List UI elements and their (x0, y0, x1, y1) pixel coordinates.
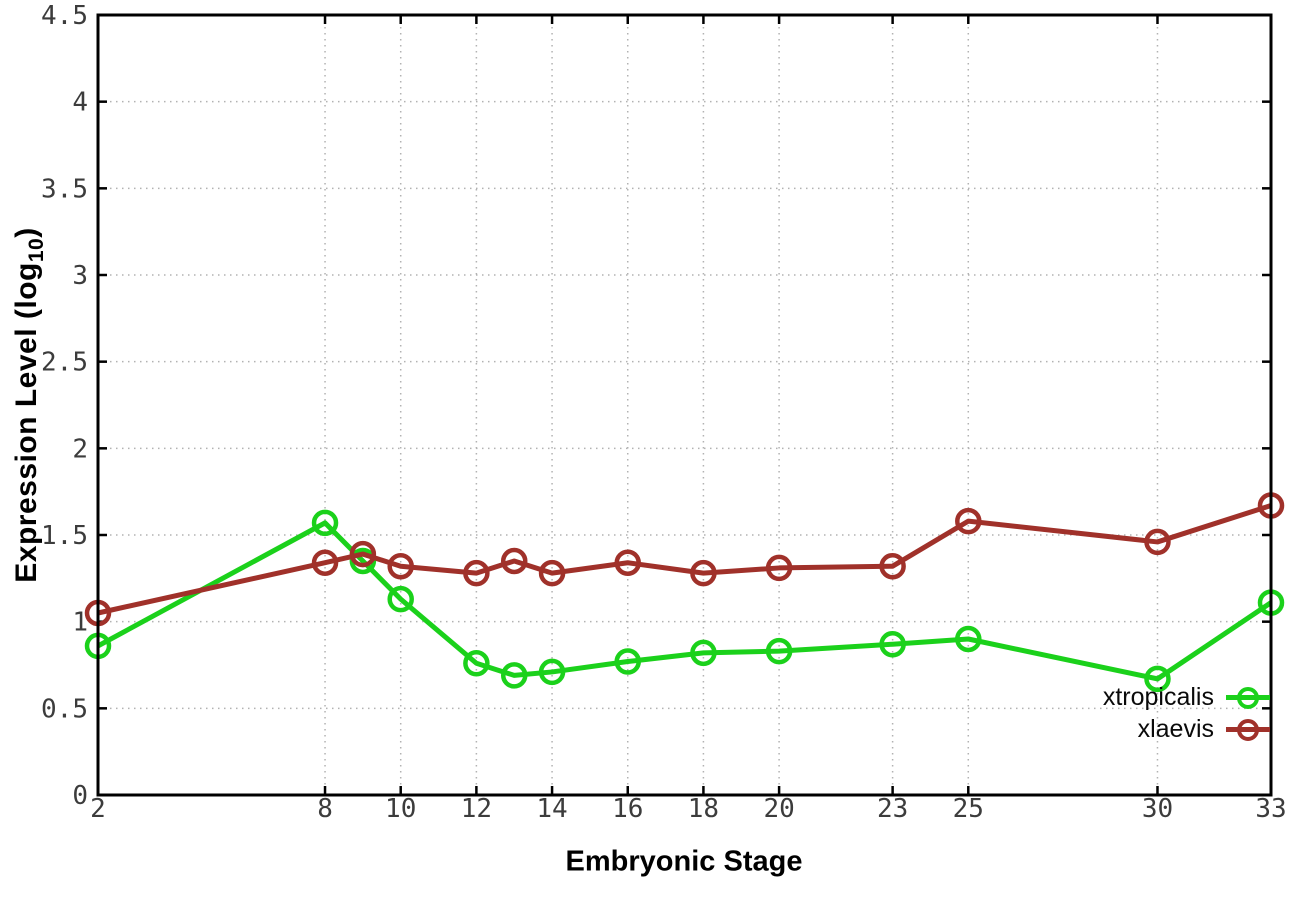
data-point-xlaevis (463, 559, 490, 587)
data-point-xtropicalis (690, 639, 717, 667)
open-circle-marker-icon (1226, 684, 1270, 711)
y-tick-label: 1.5 (41, 521, 88, 551)
x-tick-label: 14 (536, 794, 567, 824)
x-tick-label: 25 (953, 794, 984, 824)
tick-marks (96, 13, 1273, 797)
y-axis-label: Expression Level (log10) (10, 227, 48, 583)
data-point-xtropicalis (955, 625, 982, 653)
data-point-xtropicalis (311, 509, 339, 537)
series-line-xlaevis (97, 503, 1272, 616)
data-point-xlaevis (614, 549, 641, 576)
data-point-xtropicalis (538, 658, 566, 686)
data-point-xlaevis (311, 549, 339, 576)
open-circle-marker-icon (1226, 716, 1270, 743)
data-point-xtropicalis (387, 585, 414, 613)
y-tick-label: 2 (72, 434, 88, 464)
y-tick-label: 3 (72, 261, 88, 291)
x-tick-label: 8 (317, 794, 333, 824)
legend-item-xtropicalis: xtropicalis (1102, 683, 1270, 711)
data-point-xlaevis (538, 559, 566, 587)
y-axis-label-subscript: 10 (25, 237, 48, 263)
y-tick-label: 0.5 (41, 694, 88, 724)
plot-border (96, 13, 1273, 797)
x-axis-label: Embryonic Stage (565, 845, 803, 878)
data-point-xtropicalis (1144, 665, 1171, 693)
tick-labels: 2 8 10 12 14 16 18 20 23 25 30 33 0 0.5 1 1.5 2 2.5 3 3.5 4 4… (41, 1, 1287, 824)
data-point-xlaevis (500, 547, 528, 575)
data-point-xlaevis (879, 552, 906, 580)
data-point-xlaevis (690, 559, 717, 587)
y-tick-label: 3.5 (41, 174, 88, 204)
x-tick-label: 30 (1142, 794, 1173, 824)
data-point-xlaevis (955, 507, 982, 535)
data-point-xlaevis (765, 554, 793, 582)
y-tick-label: 0 (72, 781, 88, 811)
y-axis-label-text: Expression Level (log (10, 262, 43, 583)
x-tick-label: 10 (385, 794, 416, 824)
data-point-xlaevis (349, 540, 377, 568)
y-tick-label: 2.5 (41, 348, 88, 378)
data-point-xtropicalis (765, 637, 793, 665)
data-point-xtropicalis (879, 630, 906, 658)
y-tick-label: 4 (72, 88, 88, 118)
data-point-xlaevis (387, 552, 414, 580)
y-tick-label: 4.5 (41, 1, 88, 31)
legend-label-xlaevis: xlaevis (1137, 715, 1214, 743)
gridlines (97, 14, 1272, 796)
series-xlaevis (84, 492, 1285, 627)
series-xtropicalis (84, 509, 1285, 693)
data-point-xtropicalis (463, 650, 490, 677)
x-tick-label: 12 (461, 794, 492, 824)
legend-item-xlaevis: xlaevis (1137, 715, 1270, 743)
legend: xtropicalis xlaevis (1102, 683, 1270, 743)
data-point-xlaevis (1144, 528, 1171, 556)
data-point-xtropicalis (614, 648, 641, 675)
x-tick-label: 33 (1255, 794, 1286, 824)
series-line-xtropicalis (96, 520, 1273, 682)
x-tick-label: 23 (877, 794, 908, 824)
x-tick-label: 2 (90, 794, 106, 824)
y-axis-label-suffix: ) (10, 227, 43, 238)
y-tick-label: 1 (72, 608, 88, 638)
x-tick-label: 20 (763, 794, 794, 824)
data-point-xtropicalis (500, 662, 528, 689)
legend-label-xtropicalis: xtropicalis (1102, 683, 1214, 711)
x-tick-label: 16 (612, 794, 643, 824)
x-tick-label: 18 (688, 794, 719, 824)
